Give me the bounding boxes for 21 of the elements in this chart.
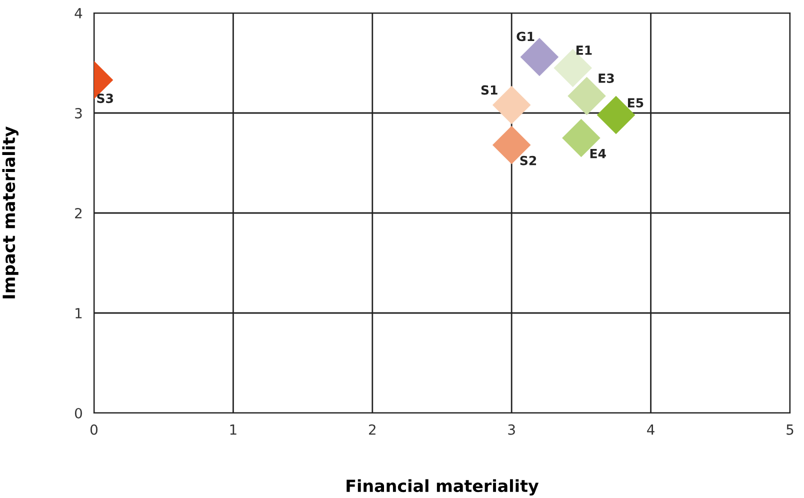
x-tick-label: 3 [508,424,515,435]
y-axis-title: Impact materiality [2,126,18,298]
x-tick-label: 5 [786,424,794,435]
series-label: S2 [520,156,536,166]
series-label: S3 [97,94,113,104]
series-label: E5 [628,98,644,108]
x-tick-label: 4 [647,424,654,435]
x-axis-title: Financial materiality [346,479,539,496]
series-label: S1 [481,85,498,95]
series-label: E4 [590,149,606,158]
y-tick-label: 2 [75,208,82,218]
x-tick-label: 2 [369,424,376,435]
y-tick-label: 0 [74,408,82,418]
series-label: G1 [516,32,534,42]
x-tick-label: 0 [90,424,98,435]
y-tick-label: 3 [75,108,82,118]
y-tick-label: 4 [74,8,82,18]
series-label: E3 [598,74,614,83]
y-tick-label: 1 [76,308,82,318]
series-label: E1 [576,46,592,55]
x-tick-label: 1 [230,424,236,435]
